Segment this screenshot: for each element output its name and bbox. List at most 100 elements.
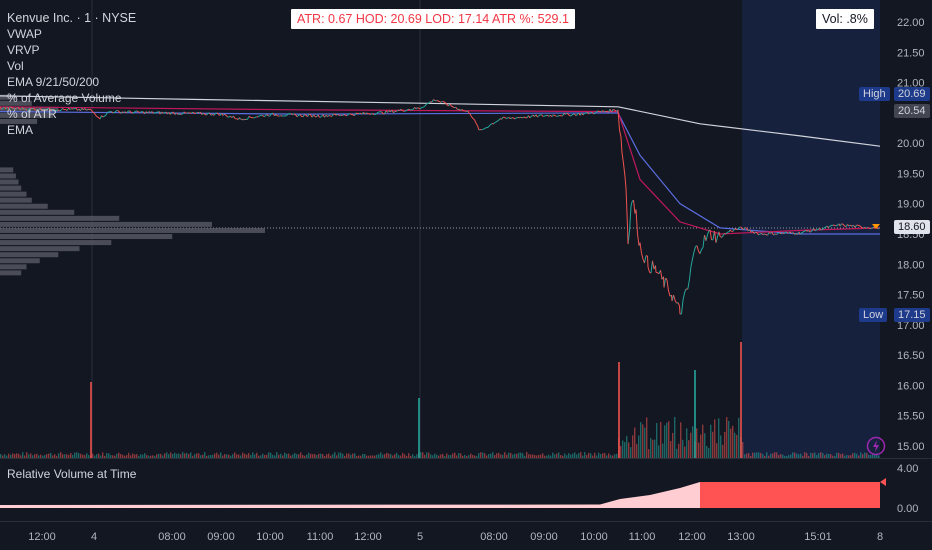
volume-bar	[350, 454, 352, 458]
volume-bar	[432, 455, 434, 458]
volume-bar	[532, 454, 534, 458]
volume-bar	[296, 454, 298, 458]
volume-bar	[164, 453, 166, 458]
volume-bar	[628, 442, 630, 458]
atr-info-box: ATR: 0.67 HOD: 20.69 LOD: 17.14 ATR %: 5…	[291, 9, 575, 29]
volume-bar	[256, 452, 258, 458]
volume-bar	[342, 453, 344, 458]
volume-bar	[834, 455, 836, 458]
legend-item-ema[interactable]: EMA	[7, 123, 34, 137]
volume-spike-3	[694, 370, 696, 458]
volume-bar	[410, 455, 412, 458]
volume-bar	[134, 454, 136, 458]
volume-bar	[390, 454, 392, 458]
volume-bar	[878, 455, 880, 458]
volume-bar	[450, 455, 452, 458]
volume-bar	[850, 455, 852, 458]
volume-bar	[530, 454, 532, 458]
legend-item-atr[interactable]: % of ATR	[7, 107, 57, 121]
volume-bar	[0, 454, 2, 458]
volume-bar	[312, 454, 314, 458]
volume-bar	[742, 441, 744, 458]
volume-bar	[368, 455, 370, 458]
legend-item-vwap[interactable]: VWAP	[7, 27, 42, 41]
volume-bar	[502, 454, 504, 458]
legend-item-vol[interactable]: Vol	[7, 59, 24, 73]
vwap-line	[0, 111, 880, 235]
volume-bar	[138, 455, 140, 458]
volume-bar	[142, 454, 144, 458]
volume-bar	[64, 454, 66, 458]
volume-bar	[190, 452, 192, 458]
volume-bar	[136, 454, 138, 458]
volume-bar	[318, 453, 320, 458]
volume-bar	[632, 435, 634, 458]
volume-bar	[772, 453, 774, 458]
symbol-title[interactable]: Kenvue Inc. · 1 · NYSE	[7, 11, 137, 25]
volume-bar	[284, 452, 286, 458]
volume-bar	[12, 453, 14, 458]
volume-bar	[490, 453, 492, 458]
volume-bar	[170, 452, 172, 458]
y-tick-9: 17.50	[897, 290, 925, 302]
volume-bar	[558, 452, 560, 458]
volume-bar	[168, 454, 170, 458]
volume-bar	[662, 443, 664, 458]
volume-bar	[624, 442, 626, 458]
volume-bar	[180, 454, 182, 458]
volume-bar	[806, 452, 808, 458]
volume-bar	[538, 454, 540, 458]
volume-bar	[684, 446, 686, 458]
profile-bar-3	[0, 221, 212, 227]
volume-bar	[786, 455, 788, 458]
volume-bar	[264, 454, 266, 458]
tradingview-logo-icon[interactable]	[866, 436, 886, 456]
volume-bar	[416, 454, 418, 458]
volume-bar	[798, 454, 800, 458]
volume-bar	[222, 455, 224, 458]
volume-bar	[292, 454, 294, 458]
volume-bar	[480, 452, 482, 458]
volume-bar	[228, 454, 230, 458]
volume-bar	[724, 431, 726, 458]
rvol-area	[0, 482, 880, 508]
indicator-legend: Kenvue Inc. · 1 · NYSE VWAP VRVP Vol EMA…	[7, 10, 136, 138]
volume-bar	[484, 453, 486, 458]
volume-bar	[278, 454, 280, 458]
volume-bar	[508, 452, 510, 458]
volume-bar	[302, 455, 304, 458]
volume-bar	[636, 444, 638, 458]
volume-bar	[770, 453, 772, 458]
volume-bar	[304, 455, 306, 458]
volume-bar	[178, 453, 180, 458]
volume-bar	[604, 453, 606, 458]
volume-bar	[554, 454, 556, 458]
volume-bar	[464, 454, 466, 458]
volume-bar	[160, 453, 162, 458]
indicator-lines	[0, 95, 881, 315]
volume-bar	[524, 455, 526, 458]
volume-bar	[14, 454, 16, 458]
volume-bar	[398, 455, 400, 458]
volume-bar	[82, 454, 84, 458]
y-tick-5: 19.50	[897, 168, 925, 180]
legend-item-vrvp[interactable]: VRVP	[7, 43, 40, 57]
volume-bar	[692, 426, 694, 458]
x-tick-4: 10:00	[256, 531, 284, 543]
volume-bar	[614, 454, 616, 458]
volume-bar	[392, 455, 394, 458]
volume-bar	[218, 454, 220, 458]
legend-item-avg-volume[interactable]: % of Average Volume	[7, 91, 122, 105]
volume-bar	[58, 453, 60, 458]
legend-item-ema-multi[interactable]: EMA 9/21/50/200	[7, 75, 100, 89]
volume-bar	[162, 455, 164, 458]
rvol-tick-1: 0.00	[897, 503, 918, 515]
rvol-pane-title[interactable]: Relative Volume at Time	[7, 467, 137, 481]
volume-bar	[52, 455, 54, 458]
volume-bar	[118, 452, 120, 458]
volume-bar	[32, 455, 34, 458]
volume-bar	[722, 444, 724, 458]
volume-bar	[112, 455, 114, 458]
volume-bar	[658, 445, 660, 458]
